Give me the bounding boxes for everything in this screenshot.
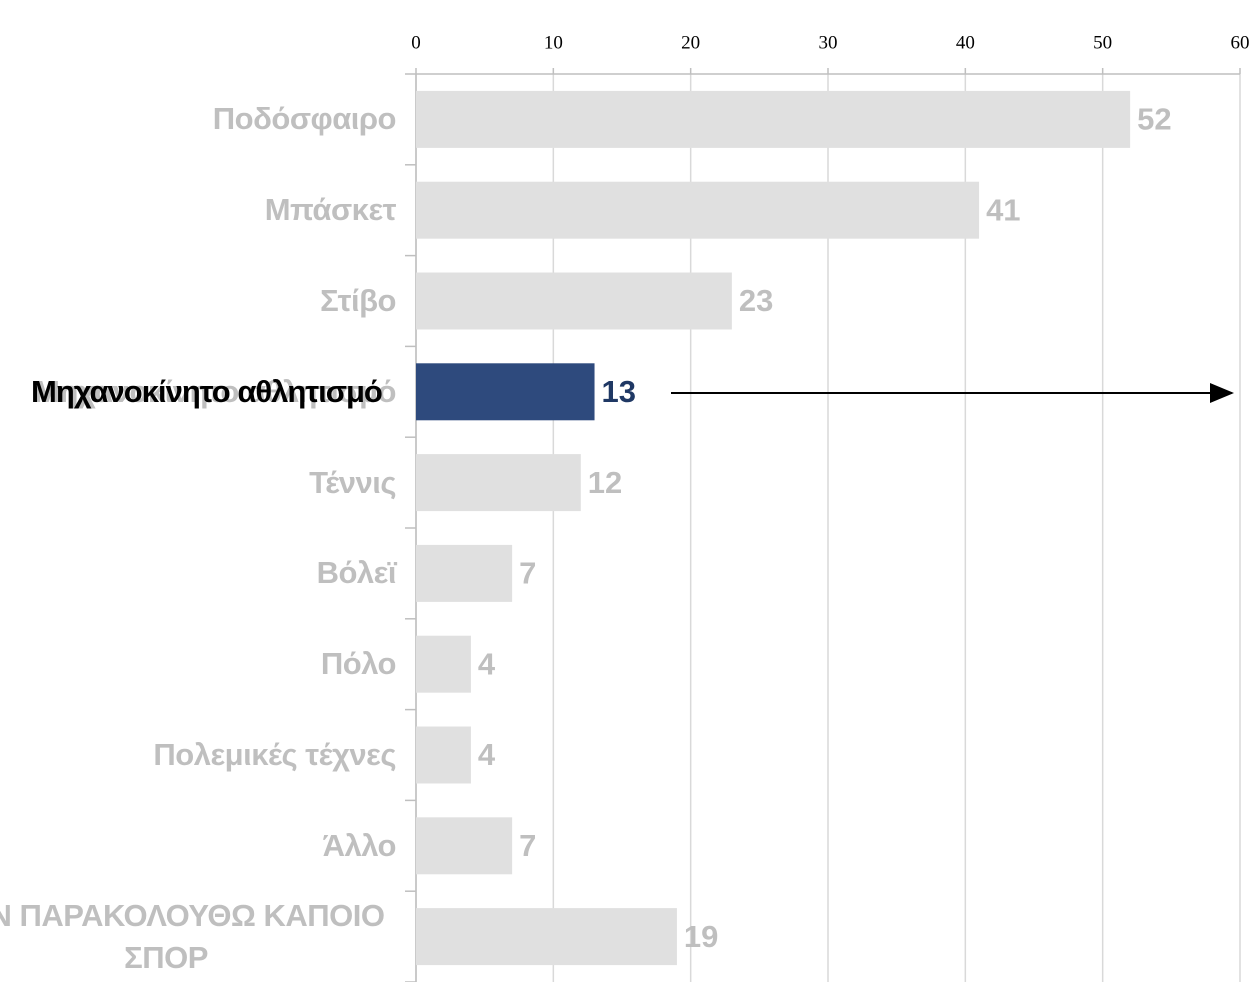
bar (416, 90, 1131, 148)
y-tick-label: Βόλεϊ (316, 555, 397, 591)
x-tick-label: 20 (681, 32, 700, 53)
bar (416, 363, 595, 421)
bar (416, 181, 980, 239)
x-tick-label: 30 (819, 32, 838, 53)
value-label: 52 (1137, 102, 1171, 137)
y-tick-label: Πόλο (320, 646, 397, 682)
y-tick-label: Πολεμικές τέχνες (153, 737, 396, 772)
value-label: 12 (588, 465, 622, 500)
bar (416, 272, 732, 330)
y-tick-label: Μηχανοκίνητο αθλητισμό (34, 373, 396, 409)
bar (416, 454, 581, 512)
x-tick-label: 0 (411, 32, 421, 53)
y-tick-label: Άλλο (322, 827, 397, 863)
value-label: 7 (519, 828, 536, 863)
bar (416, 908, 677, 966)
y-tick-label: ΔΕΝ ΠΑΡΑΚΟΛΟΥΘΩ ΚΑΠΟΙΟ ΣΠΟΡ (0, 897, 385, 975)
bar (416, 726, 471, 784)
y-tick-label: Μπάσκετ (264, 192, 397, 228)
value-label: 41 (986, 192, 1020, 227)
x-tick-label: 40 (956, 32, 975, 53)
x-tick-label: 50 (1093, 32, 1112, 53)
x-tick-label: 60 (1231, 32, 1250, 53)
y-tick-label: Στίβο (320, 283, 396, 318)
bar (416, 635, 471, 693)
value-label: 13 (602, 374, 636, 409)
bar (416, 817, 513, 875)
value-label: 4 (478, 646, 496, 681)
value-label: 23 (739, 283, 773, 318)
value-label: 19 (684, 919, 718, 954)
y-tick-label: Τέννις (309, 464, 396, 500)
bar (416, 544, 513, 602)
y-tick-label: Ποδόσφαιρο (212, 101, 397, 137)
highlight-label: Μηχανοκίνητο αθλητισμό (31, 373, 383, 409)
x-tick-label: 10 (544, 32, 563, 53)
value-label: 4 (478, 737, 496, 772)
value-label: 7 (519, 556, 536, 591)
